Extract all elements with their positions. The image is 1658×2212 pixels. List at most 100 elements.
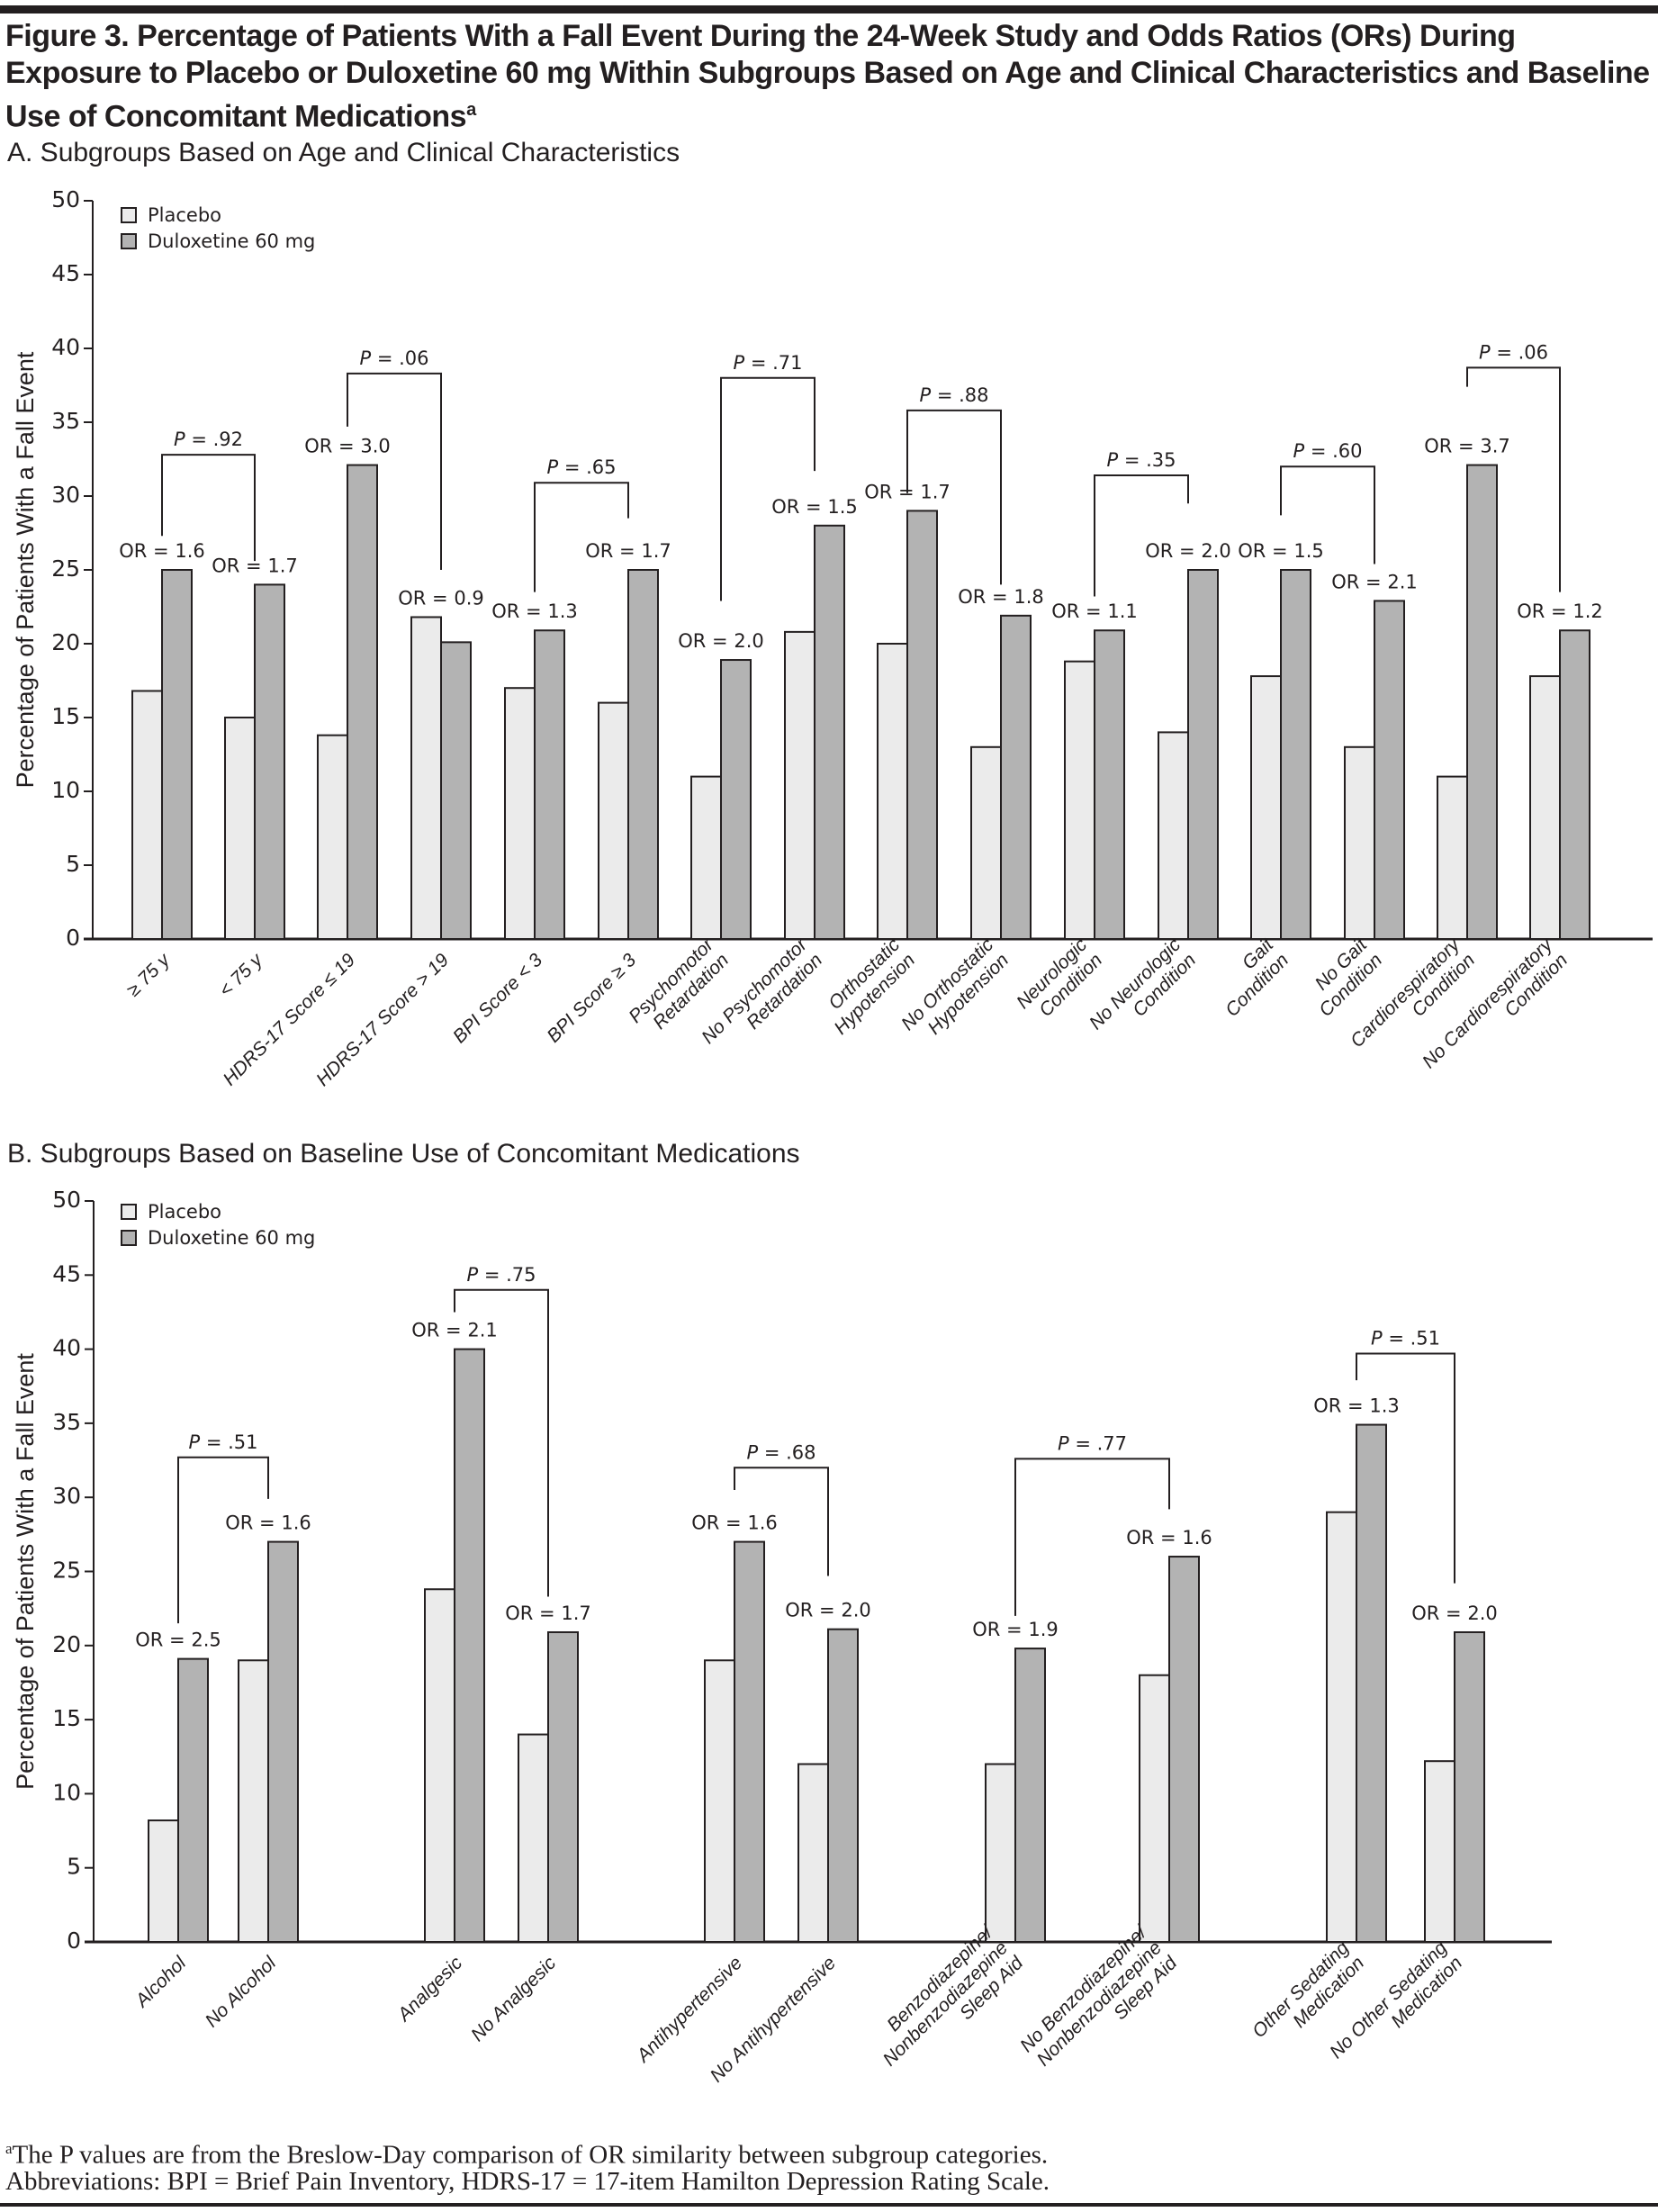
p-value-bracket — [720, 376, 815, 601]
panel-b-title: B. Subgroups Based on Baseline Use of Co… — [7, 1139, 800, 1169]
y-tick-label: 45 — [51, 260, 80, 286]
p-value-number: = .88 — [931, 384, 988, 406]
p-value-label: P = .71 — [733, 352, 802, 374]
bar-duloxetine — [720, 659, 752, 940]
p-value-bracket — [454, 1288, 549, 1597]
p-value-bracket — [734, 1467, 829, 1576]
y-tick-label: 5 — [66, 851, 80, 877]
bar-group — [518, 1630, 579, 1944]
p-value-label: P = .51 — [1371, 1328, 1440, 1350]
or-label: OR = 2.0 — [678, 630, 763, 652]
p-value-symbol: P — [746, 1441, 758, 1463]
legend-swatch-duloxetine — [121, 1230, 137, 1246]
p-value-number: = .71 — [744, 352, 802, 374]
y-tick-label: 25 — [52, 1557, 81, 1584]
bar-group — [224, 583, 285, 941]
or-label: OR = 1.7 — [505, 1603, 590, 1624]
p-value-symbol: P — [1371, 1328, 1383, 1350]
bar-group — [704, 1540, 765, 1943]
bar-placebo — [317, 734, 348, 940]
bar-duloxetine — [906, 510, 938, 941]
bar-placebo — [224, 717, 256, 940]
or-label: OR = 1.2 — [1517, 600, 1602, 622]
y-tick-label: 5 — [67, 1854, 81, 1880]
legend-label-duloxetine: Duloxetine 60 mg — [148, 1227, 315, 1249]
bar-group — [784, 524, 845, 940]
bar-group — [1529, 629, 1590, 941]
bar-duloxetine — [1374, 600, 1405, 940]
p-value-number: = .06 — [1491, 341, 1548, 363]
p-value-number: = .51 — [200, 1431, 257, 1453]
p-value-label: P = .92 — [174, 429, 243, 450]
p-value-number: = .68 — [758, 1441, 815, 1463]
bar-placebo — [518, 1733, 549, 1944]
y-tick-label: 10 — [51, 777, 80, 803]
bar-group — [970, 614, 1032, 941]
or-label: OR = 1.3 — [491, 600, 577, 622]
bar-placebo — [1344, 745, 1375, 940]
or-label: OR = 1.5 — [771, 496, 857, 518]
bar-placebo — [1064, 660, 1095, 940]
p-value-label: P = .88 — [919, 384, 988, 406]
legend-label-placebo: Placebo — [148, 1201, 221, 1223]
p-value-number: = .06 — [371, 348, 428, 369]
or-label: OR = 2.1 — [411, 1320, 497, 1341]
bar-group — [598, 569, 659, 940]
p-value-label: P = .68 — [746, 1441, 815, 1463]
y-tick-label: 50 — [51, 186, 80, 212]
bar-placebo — [1326, 1511, 1357, 1944]
p-value-bracket — [347, 372, 442, 570]
bar-placebo — [877, 643, 908, 940]
p-value-bracket — [1014, 1458, 1170, 1616]
bar-duloxetine — [827, 1628, 859, 1943]
p-value-label: P = .35 — [1106, 449, 1176, 471]
or-label: OR = 2.0 — [1411, 1603, 1497, 1624]
p-value-symbol: P — [1058, 1432, 1069, 1454]
p-value-bracket — [161, 454, 256, 562]
p-value-symbol: P — [359, 348, 371, 369]
p-value-label: P = .77 — [1058, 1432, 1127, 1454]
p-value-label: P = .60 — [1293, 440, 1362, 462]
legend-swatch-placebo — [121, 207, 137, 223]
footnote: aThe P values are from the Breslow-Day c… — [5, 2134, 1048, 2171]
or-label: OR = 3.7 — [1424, 436, 1509, 457]
bar-duloxetine — [440, 641, 472, 940]
category-label-line: Nonbenzodiazepine — [1033, 1937, 1167, 2071]
bar-group — [238, 1540, 299, 1943]
abbreviations: Abbreviations: BPI = Brief Pain Inventor… — [5, 2167, 1050, 2196]
bar-duloxetine — [1466, 464, 1498, 940]
category-label: Analgesic — [392, 1953, 466, 2027]
bar-placebo — [148, 1819, 179, 1943]
p-value-symbol: P — [174, 429, 185, 450]
bar-duloxetine — [734, 1540, 765, 1943]
or-label: OR = 1.8 — [958, 586, 1043, 608]
bar-duloxetine — [1454, 1630, 1485, 1943]
p-value-number: = .35 — [1118, 449, 1176, 471]
p-value-symbol: P — [1293, 440, 1304, 462]
or-label: OR = 2.0 — [785, 1600, 870, 1621]
p-value-bracket — [534, 482, 629, 592]
bar-placebo — [504, 687, 536, 940]
y-tick-label: 50 — [52, 1187, 81, 1213]
bar-placebo — [1158, 731, 1189, 941]
legend-label-placebo: Placebo — [148, 204, 221, 226]
or-label: OR = 1.3 — [1313, 1395, 1399, 1417]
or-label: OR = 3.0 — [304, 436, 390, 457]
p-value-symbol: P — [1479, 341, 1491, 363]
bar-placebo — [1139, 1674, 1170, 1943]
y-axis-label: Percentage of Patients With a Fall Event — [12, 1353, 39, 1790]
bottom-rule — [0, 2203, 1658, 2207]
bar-group — [504, 629, 565, 940]
bar-duloxetine — [627, 569, 659, 940]
bar-group — [424, 1348, 485, 1943]
or-label: OR = 1.5 — [1238, 540, 1323, 562]
p-value-label: P = .06 — [359, 348, 428, 369]
or-label: OR = 2.5 — [135, 1630, 221, 1651]
top-rule — [0, 5, 1658, 14]
category-label-line: No Analgesic — [467, 1953, 561, 2046]
p-value-number: = .65 — [558, 456, 616, 478]
p-value-number: = .77 — [1069, 1432, 1127, 1454]
p-value-number: = .92 — [185, 429, 243, 450]
bar-placebo — [1424, 1760, 1455, 1943]
